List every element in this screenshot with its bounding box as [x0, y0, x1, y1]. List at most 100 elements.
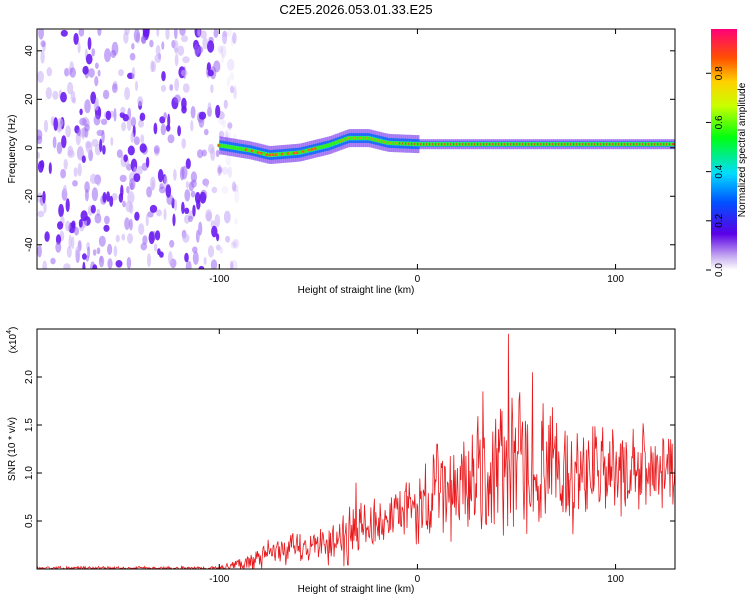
noise-blob	[126, 117, 132, 131]
colorbar-gradient	[711, 29, 737, 270]
noise-blob	[229, 72, 235, 81]
noise-blob	[77, 41, 81, 54]
trace-peak	[217, 144, 221, 147]
noise-blob	[91, 48, 95, 57]
colorbar-tick-label: 0.6	[714, 115, 725, 129]
scale-factor-base: (x10	[8, 333, 19, 353]
noise-blob	[153, 122, 158, 135]
noise-blob	[104, 215, 110, 225]
noise-blob	[124, 29, 130, 36]
noise-blob	[153, 145, 160, 154]
noise-blob	[194, 44, 200, 57]
noise-blob	[182, 233, 190, 243]
noise-blob	[122, 200, 126, 208]
noise-blob	[181, 35, 188, 43]
noise-blob	[37, 151, 41, 159]
noise-blob	[210, 84, 214, 94]
trace-peak	[292, 151, 296, 155]
noise-blob	[72, 180, 78, 187]
top-y-tick-label: -40	[24, 237, 35, 252]
colorbar-tick-label: 0.2	[714, 213, 725, 227]
noise-blob	[221, 120, 227, 128]
noise-blob	[81, 155, 86, 163]
noise-blob	[163, 112, 167, 120]
noise-blob	[180, 69, 188, 77]
noise-blob	[146, 186, 153, 198]
noise-blob	[156, 29, 160, 37]
noise-blob	[174, 29, 178, 40]
bottom-x-tick-label: 100	[607, 574, 624, 585]
noise-blob	[149, 39, 154, 48]
noise-blob	[216, 233, 220, 242]
noise-blob	[57, 221, 64, 230]
noise-blob	[111, 83, 118, 93]
noise-blob	[127, 191, 135, 204]
noise-blob	[227, 166, 233, 178]
noise-blob	[60, 91, 67, 103]
noise-blob	[121, 121, 126, 132]
noise-blob	[84, 123, 90, 132]
top-y-tick-label: 20	[24, 93, 35, 105]
top-x-axis-label: Height of straight line (km)	[298, 285, 415, 296]
noise-blob	[92, 264, 98, 269]
noise-blob	[127, 233, 133, 244]
noise-blob	[55, 242, 62, 253]
noise-blob	[192, 251, 199, 265]
top-y-tick-label: 0	[24, 145, 35, 151]
noise-blob	[217, 45, 224, 54]
noise-blob	[217, 166, 223, 174]
noise-blob	[229, 260, 234, 269]
noise-blob	[84, 181, 90, 193]
noise-blob	[102, 145, 106, 155]
noise-blob	[48, 162, 52, 175]
noise-blob	[68, 234, 72, 249]
top-x-ticks: -100 0 100	[209, 29, 624, 285]
noise-blob	[131, 43, 135, 50]
spectrogram-panel: -100 0 100 -40 -20 0 20 40 Height of straight …	[7, 28, 676, 296]
noise-blob	[173, 168, 177, 181]
noise-blob	[230, 241, 237, 249]
trace-peak	[295, 151, 299, 154]
noise-blob	[71, 220, 76, 229]
trace-peak	[259, 151, 263, 155]
noise-blob	[82, 65, 89, 75]
noise-blob	[133, 173, 141, 183]
noise-blob	[217, 164, 222, 176]
scale-factor-exponent: 4	[6, 330, 13, 334]
bottom-plot-frame	[36, 328, 676, 570]
noise-blob	[72, 96, 76, 104]
noise-blob	[107, 243, 113, 255]
noise-blob	[105, 110, 112, 121]
noise-blob	[138, 119, 144, 128]
noise-blob	[71, 236, 75, 249]
noise-blob	[157, 169, 164, 183]
noise-blob	[227, 29, 232, 37]
noise-blob	[199, 191, 207, 204]
noise-blob	[37, 129, 43, 141]
noise-blob	[94, 76, 99, 87]
noise-blob	[69, 67, 77, 78]
noise-blob	[165, 29, 170, 40]
bottom-x-tick-label: -100	[209, 574, 229, 585]
noise-blob	[155, 230, 161, 241]
noise-blob	[106, 191, 110, 203]
noise-blob	[119, 112, 126, 118]
noise-blob	[210, 259, 218, 269]
bottom-y-tick-label: 2.0	[24, 370, 35, 384]
noise-blob	[177, 125, 182, 137]
noise-blob	[93, 115, 101, 126]
noise-blob	[227, 121, 233, 131]
noise-blob	[191, 179, 197, 188]
noise-blob	[177, 45, 185, 56]
noise-blob	[197, 29, 201, 37]
noise-blob	[42, 190, 46, 204]
noise-blob	[181, 105, 187, 114]
noise-blob	[129, 52, 136, 61]
noise-blob	[169, 239, 175, 248]
noise-blob	[107, 258, 113, 269]
noise-blob	[149, 204, 158, 213]
noise-blob	[121, 233, 126, 241]
noise-blob	[66, 246, 72, 258]
noise-blob	[139, 143, 147, 153]
